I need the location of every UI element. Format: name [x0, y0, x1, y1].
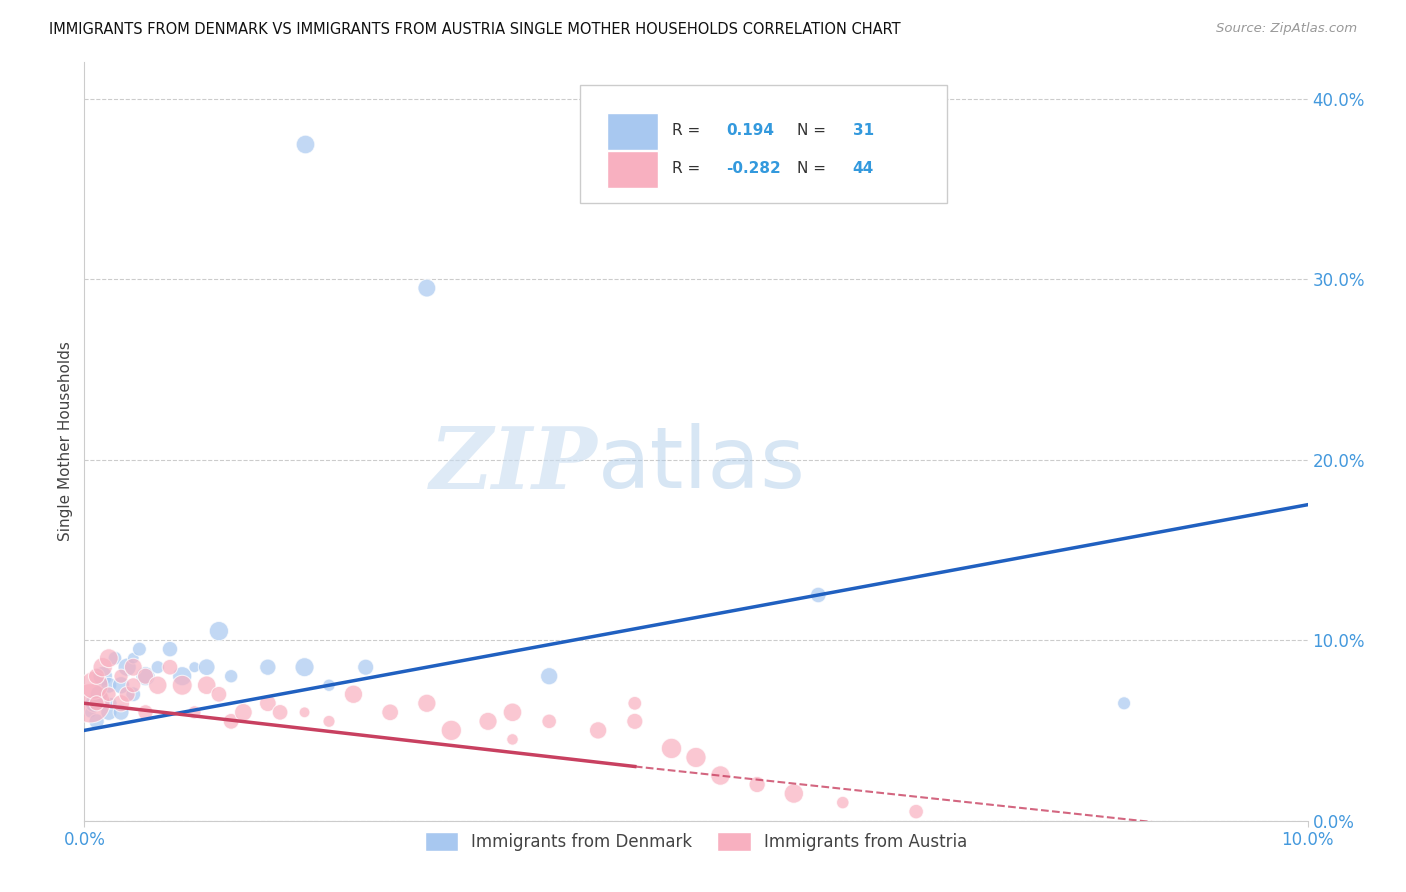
Text: N =: N = [797, 161, 831, 176]
Point [135, 706, 157, 720]
Text: N =: N = [797, 123, 831, 138]
Point [232, 706, 254, 720]
Point [79, 706, 101, 720]
Point [122, 660, 145, 674]
Point [122, 651, 145, 665]
Text: IMMIGRANTS FROM DENMARK VS IMMIGRANTS FROM AUSTRIA SINGLE MOTHER HOUSEHOLDS CORR: IMMIGRANTS FROM DENMARK VS IMMIGRANTS FR… [49, 22, 901, 37]
Point [146, 678, 169, 692]
Text: 44: 44 [852, 161, 873, 176]
Point [807, 588, 830, 602]
Point [1114, 696, 1136, 710]
Point [91, 660, 114, 674]
Point [294, 136, 316, 151]
Point [269, 706, 291, 720]
Legend: Immigrants from Denmark, Immigrants from Austria: Immigrants from Denmark, Immigrants from… [418, 825, 974, 858]
Point [502, 732, 524, 747]
Point [586, 723, 609, 738]
Point [87, 687, 110, 701]
Point [219, 669, 242, 683]
Point [538, 714, 561, 729]
Point [122, 687, 145, 701]
Text: -0.282: -0.282 [727, 161, 782, 176]
Point [685, 750, 707, 764]
Point [219, 714, 242, 729]
Point [172, 669, 194, 683]
Point [208, 687, 231, 701]
Point [416, 696, 439, 710]
Point [172, 678, 194, 692]
Point [416, 281, 439, 295]
Point [79, 696, 101, 710]
Point [624, 696, 647, 710]
Text: Source: ZipAtlas.com: Source: ZipAtlas.com [1216, 22, 1357, 36]
Point [208, 624, 231, 639]
Point [318, 678, 340, 692]
Point [110, 696, 132, 710]
Point [831, 796, 853, 810]
Text: R =: R = [672, 161, 704, 176]
Point [83, 696, 105, 710]
Point [97, 706, 120, 720]
Text: atlas: atlas [598, 423, 806, 506]
Point [83, 678, 105, 692]
Point [146, 660, 169, 674]
Point [122, 678, 145, 692]
Y-axis label: Single Mother Households: Single Mother Households [58, 342, 73, 541]
Bar [606, 151, 658, 187]
Point [128, 642, 150, 657]
Point [97, 687, 120, 701]
Point [97, 651, 120, 665]
Point [135, 669, 157, 683]
Bar [606, 113, 658, 150]
Point [110, 669, 132, 683]
Point [183, 706, 205, 720]
Point [294, 706, 316, 720]
Point [440, 723, 463, 738]
Point [115, 660, 138, 674]
Point [354, 660, 377, 674]
Point [624, 714, 647, 729]
Point [91, 669, 114, 683]
Point [342, 687, 364, 701]
Point [104, 651, 127, 665]
Point [783, 787, 806, 801]
Point [159, 660, 181, 674]
Point [709, 768, 731, 782]
Point [135, 669, 157, 683]
Point [110, 706, 132, 720]
FancyBboxPatch shape [579, 85, 946, 202]
Text: 0.194: 0.194 [727, 123, 775, 138]
Point [477, 714, 499, 729]
Point [502, 706, 524, 720]
Point [86, 669, 108, 683]
Point [195, 678, 218, 692]
Point [115, 687, 138, 701]
Point [538, 669, 561, 683]
Point [86, 714, 108, 729]
Point [183, 660, 205, 674]
Point [747, 778, 769, 792]
Point [318, 714, 340, 729]
Point [159, 642, 181, 657]
Point [86, 696, 108, 710]
Point [661, 741, 683, 756]
Point [110, 678, 132, 692]
Point [97, 678, 120, 692]
Point [905, 805, 928, 819]
Point [380, 706, 402, 720]
Text: ZIP: ZIP [430, 423, 598, 506]
Point [294, 660, 316, 674]
Point [257, 696, 280, 710]
Text: R =: R = [672, 123, 704, 138]
Point [195, 660, 218, 674]
Point [257, 660, 280, 674]
Text: 31: 31 [852, 123, 873, 138]
Point [100, 696, 122, 710]
